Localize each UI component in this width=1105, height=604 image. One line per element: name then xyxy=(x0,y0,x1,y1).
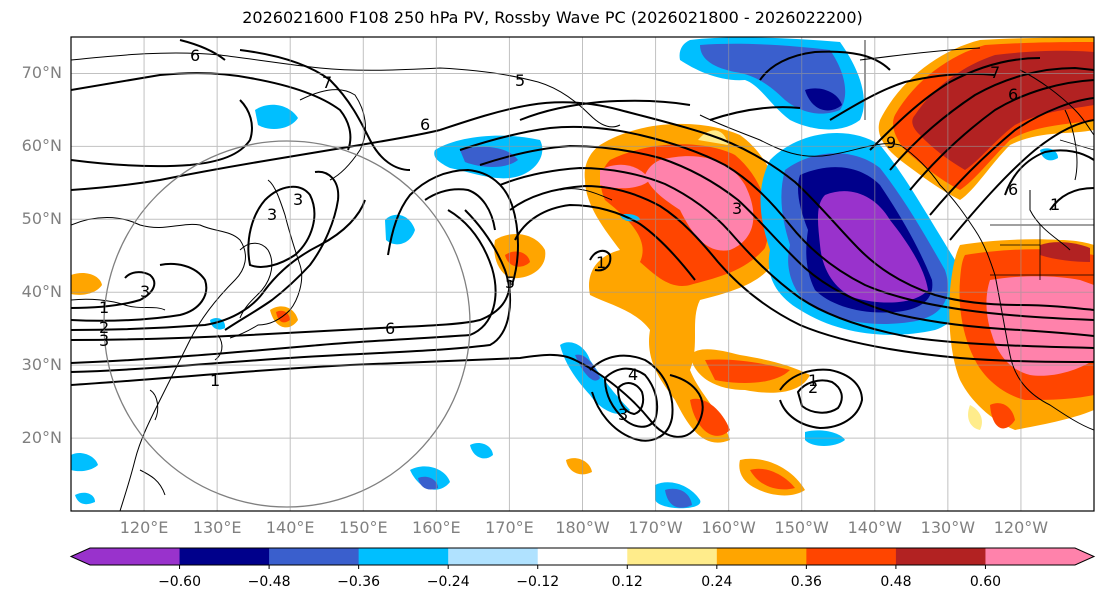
contour-label: 3 xyxy=(99,331,109,350)
contour-label: 9 xyxy=(886,133,896,152)
contour-label: 3 xyxy=(140,282,150,301)
colorbar-segment xyxy=(627,548,718,565)
contour-label: 7 xyxy=(990,63,1000,82)
colorbar-tick-label: −0.60 xyxy=(158,574,201,590)
colorbar-extend-min xyxy=(71,548,90,565)
colorbar-extend-max xyxy=(1075,548,1094,565)
colorbar-segment xyxy=(448,548,539,565)
map-title: 2026021600 F108 250 hPa PV, Rossby Wave … xyxy=(242,8,863,27)
contour-label: 1 xyxy=(808,371,818,390)
contour-label: 1 xyxy=(1050,195,1060,214)
contour-label: 5 xyxy=(515,71,525,90)
reference-circle xyxy=(103,140,471,508)
longitude-label: 140°W xyxy=(847,518,902,537)
colorbar-segment xyxy=(985,548,1076,565)
contour-label: 6 xyxy=(1008,180,1018,199)
colorbar-tick-label: 0.60 xyxy=(969,574,1002,590)
latitude-label: 70°N xyxy=(21,63,62,83)
contour-label: 6 xyxy=(190,46,200,65)
longitude-label: 170°W xyxy=(628,518,683,537)
longitude-label: 120°W xyxy=(993,518,1049,537)
colorbar-segment xyxy=(806,548,897,565)
latitude-label: 50°N xyxy=(21,209,62,229)
longitude-label: 150°E xyxy=(338,518,388,537)
contour-label: 2 xyxy=(808,378,818,397)
contour-label: 6 xyxy=(1008,85,1018,104)
colorbar xyxy=(69,547,1096,569)
colorbar-tick-label: −0.36 xyxy=(337,574,381,590)
longitude-label: 130°W xyxy=(920,518,976,537)
latitude-label: 30°N xyxy=(21,355,62,375)
longitude-label: 180°W xyxy=(555,518,610,537)
colorbar-segment xyxy=(90,548,181,565)
longitude-label: 160°E xyxy=(412,518,461,537)
longitude-label: 170°E xyxy=(485,518,534,537)
map-frame xyxy=(70,36,1095,512)
colorbar-segment xyxy=(895,548,986,565)
colorbar-tick-label: 0.24 xyxy=(701,574,733,590)
colorbar-tick-label: 0.36 xyxy=(790,574,822,590)
contour-label: 4 xyxy=(628,365,638,384)
contour-label: 6 xyxy=(420,115,430,134)
contour-label: 2 xyxy=(99,318,109,337)
longitude-label: 160°W xyxy=(701,518,756,537)
latitude-label: 40°N xyxy=(21,282,62,302)
colorbar-segment xyxy=(358,548,449,565)
colorbar-tick-label: 0.48 xyxy=(880,574,912,590)
longitude-label: 120°E xyxy=(119,518,169,537)
contour-label: 3 xyxy=(732,199,742,218)
contour-label: 1 xyxy=(210,371,220,390)
latitude-label: 20°N xyxy=(21,428,62,448)
longitude-label: 130°E xyxy=(192,518,242,537)
colorbar-outline xyxy=(69,547,1096,566)
contour-label: 3 xyxy=(618,405,628,424)
colorbar-tick-label: 0.12 xyxy=(611,574,643,590)
contour-label: 3 xyxy=(267,205,277,224)
colorbar-tick-label: −0.48 xyxy=(247,574,291,590)
contour-label: 3 xyxy=(293,190,303,209)
coastlines xyxy=(71,47,1094,511)
borders xyxy=(864,40,1094,280)
colorbar-segment xyxy=(716,548,807,565)
colorbar-segment xyxy=(179,548,270,565)
longitude-label: 140°E xyxy=(265,518,315,537)
latitude-label: 60°N xyxy=(21,136,62,156)
contour-label: 1 xyxy=(596,253,606,272)
colorbar-segment xyxy=(537,548,628,565)
longitude-label: 150°W xyxy=(774,518,829,537)
contour-label: 5 xyxy=(505,273,515,292)
contour-label: 6 xyxy=(385,319,395,338)
contour-label: 1 xyxy=(99,298,109,317)
lat-lon-grid xyxy=(71,37,1094,511)
colorbar-segment xyxy=(269,548,360,565)
contour-label: 7 xyxy=(322,73,332,92)
colorbar-tick-label: −0.12 xyxy=(516,574,560,590)
colorbar-tick-label: −0.24 xyxy=(426,574,470,590)
